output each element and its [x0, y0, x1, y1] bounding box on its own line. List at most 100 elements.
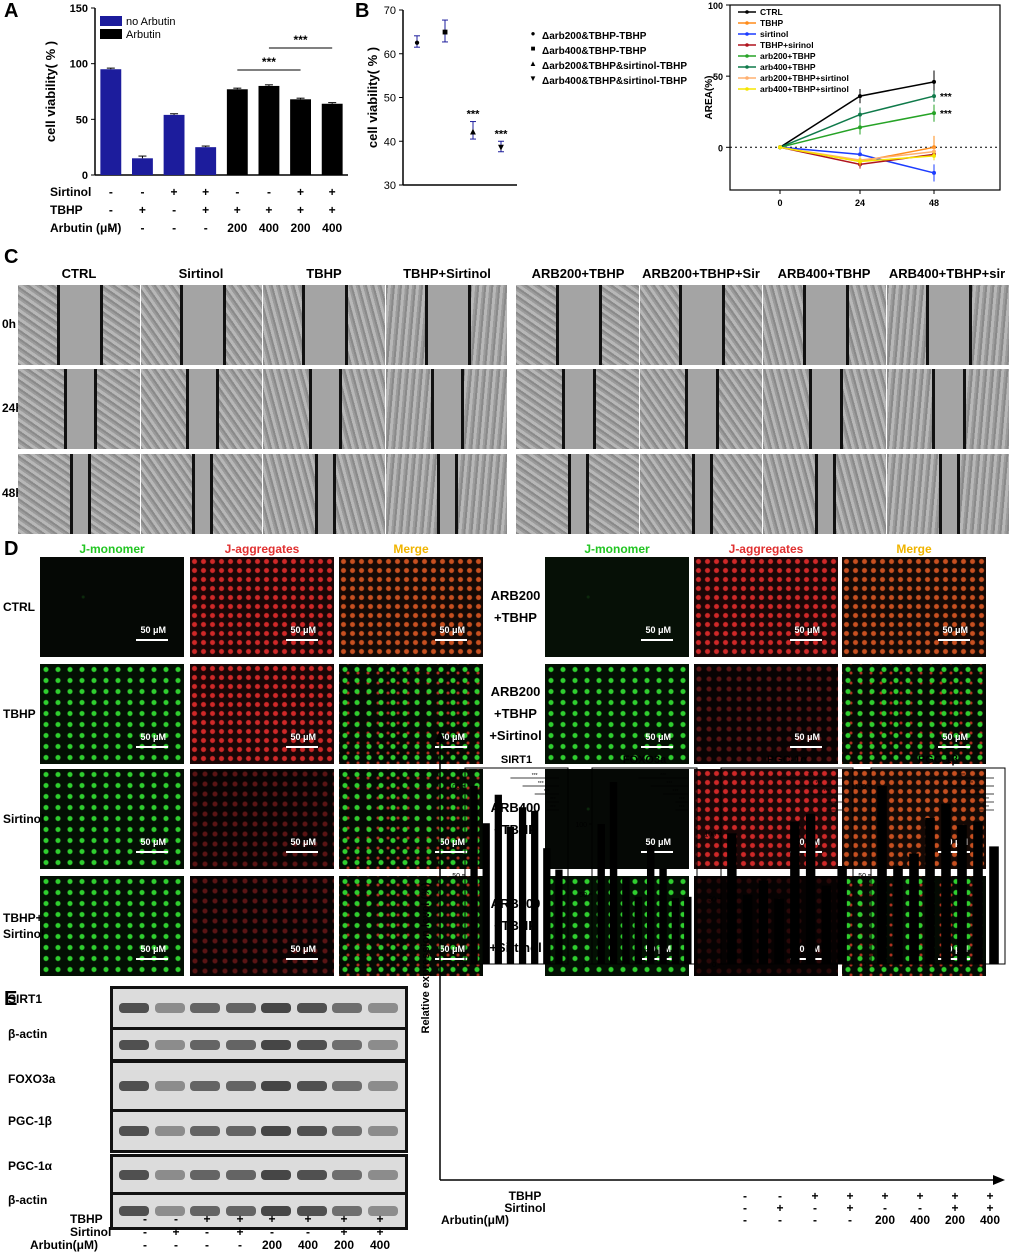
scratch-image: [763, 369, 886, 449]
e-frame: [464, 767, 569, 965]
wb-condition-value: 200: [261, 1238, 283, 1252]
jc1-image: 50 μM: [339, 769, 483, 869]
scale-bar-label: 50 μM: [290, 625, 316, 635]
wb-band: [190, 1206, 220, 1216]
jc1-image: 50 μM: [339, 664, 483, 764]
e-sig-label: ***: [679, 805, 685, 811]
b2-legend-label: sirtinol: [760, 29, 788, 39]
scale-bar: [938, 958, 970, 960]
wb-condition-value: -: [205, 1238, 209, 1252]
e-bar: [555, 869, 563, 964]
e-condition-value: -: [778, 1213, 782, 1227]
wb-band: [119, 1003, 149, 1013]
jc1-image: 50 μM: [40, 769, 184, 869]
scratch-edge-left: [424, 285, 428, 365]
a-condition-value: +: [234, 203, 241, 217]
wb-band: [154, 1003, 185, 1013]
e-bar: [837, 866, 847, 964]
scale-bar-label: 50 μM: [290, 837, 316, 847]
jc1-row-label-left: CTRL: [3, 599, 35, 615]
a-sig-label: ***: [294, 33, 308, 47]
b-legend-label: Δarb200&TBHP-TBHP: [542, 31, 647, 42]
scratch-edge-left: [691, 454, 695, 534]
e-ylabel: Relative expression level (%): [420, 882, 432, 1033]
e-title: FOXO3a: [623, 754, 667, 766]
scratch-edge-right: [833, 454, 837, 534]
e-condition-value: +: [846, 1189, 853, 1203]
scratch-edge-right: [332, 454, 336, 534]
chart-e-bars: Relative expression level (%) SIRT1 0 50 100…: [420, 730, 1006, 1227]
scratch-edge-right: [455, 454, 459, 534]
b2-xlabel: TIME(hours): [851, 214, 904, 215]
a-bar: [258, 85, 280, 175]
a-ytick-label: 150: [70, 3, 88, 15]
scratch-edge-right: [461, 369, 465, 449]
scratch-image: [385, 369, 507, 449]
panel-label-d: D: [4, 538, 19, 560]
jc1-row-label-right: ARB400 +TBHP +Sirtinol: [488, 893, 543, 959]
wb-band: [119, 1206, 149, 1216]
jc1-image: 50 μM: [339, 557, 483, 657]
b2-legend-marker: [745, 87, 749, 91]
e-sig-label: ***: [959, 773, 965, 779]
b2-series-line: [779, 112, 935, 149]
wb-band: [261, 1003, 291, 1013]
b-legend-marker: ▼: [529, 74, 537, 83]
e-condition-value: -: [813, 1213, 817, 1227]
jc1-row-label-line: CTRL: [3, 600, 35, 614]
scale-bar-label: 50 μM: [140, 625, 166, 635]
scratch-edge-right: [592, 369, 596, 449]
jc1-image: 50 μM: [545, 664, 689, 764]
scale-bar: [641, 851, 673, 853]
a-condition-value: 400: [259, 221, 279, 235]
scratch-image: [639, 369, 762, 449]
scratch-edge-left: [302, 285, 306, 365]
a-condition-value: -: [109, 185, 113, 199]
a-ytick-label: 100: [70, 59, 88, 71]
wb-band: [225, 1170, 256, 1180]
wb-blot: [110, 1027, 408, 1062]
jc1-header: J-aggregates: [728, 542, 804, 556]
scratch-image: [639, 454, 762, 534]
a-condition-value: -: [109, 221, 113, 235]
scale-bar: [790, 746, 822, 748]
wb-band: [154, 1170, 185, 1180]
scale-bar: [286, 958, 318, 960]
wb-condition-value: -: [143, 1225, 147, 1239]
scratch-edge-left: [679, 285, 683, 365]
e-condition-value: -: [848, 1213, 852, 1227]
jc1-image: 50 μM: [545, 557, 689, 657]
scale-bar: [435, 639, 467, 641]
scratch-edge-right: [345, 285, 348, 365]
a-condition-value: -: [140, 221, 144, 235]
e-condition-value: +: [951, 1189, 958, 1203]
a-bar: [132, 158, 153, 175]
wb-condition-value: +: [376, 1225, 384, 1239]
a-condition-value: -: [267, 185, 271, 199]
wb-blot: [110, 1060, 408, 1112]
scratch-image: [18, 454, 140, 534]
scratch-header: TBHP+Sirtinol: [403, 266, 491, 281]
scale-bar-label: 50 μM: [140, 732, 166, 742]
wb-condition-value: +: [376, 1212, 384, 1226]
scale-bar: [641, 958, 673, 960]
wb-band: [190, 1039, 220, 1050]
wb-band: [367, 1126, 398, 1136]
scale-bar-label: 50 μM: [645, 625, 671, 635]
b2-sig-label: ***: [940, 92, 952, 103]
b-sig-label: ***: [495, 128, 509, 140]
a-condition-value: -: [172, 221, 176, 235]
e-sig-label: ***: [550, 805, 556, 811]
jc1-image: 50 μM: [40, 876, 184, 976]
b2-xtick-label: 24: [855, 198, 865, 208]
scratch-edge-left: [802, 285, 806, 365]
b2-legend-marker: [745, 32, 749, 36]
scale-bar: [938, 851, 970, 853]
e-bar: [494, 794, 502, 964]
scratch-edge-left: [938, 454, 942, 534]
wb-condition-value: -: [238, 1238, 242, 1252]
scratch-edge-left: [308, 369, 312, 449]
wb-band: [332, 1081, 362, 1091]
scratch-gap: [932, 369, 964, 449]
a-bar: [100, 69, 122, 175]
